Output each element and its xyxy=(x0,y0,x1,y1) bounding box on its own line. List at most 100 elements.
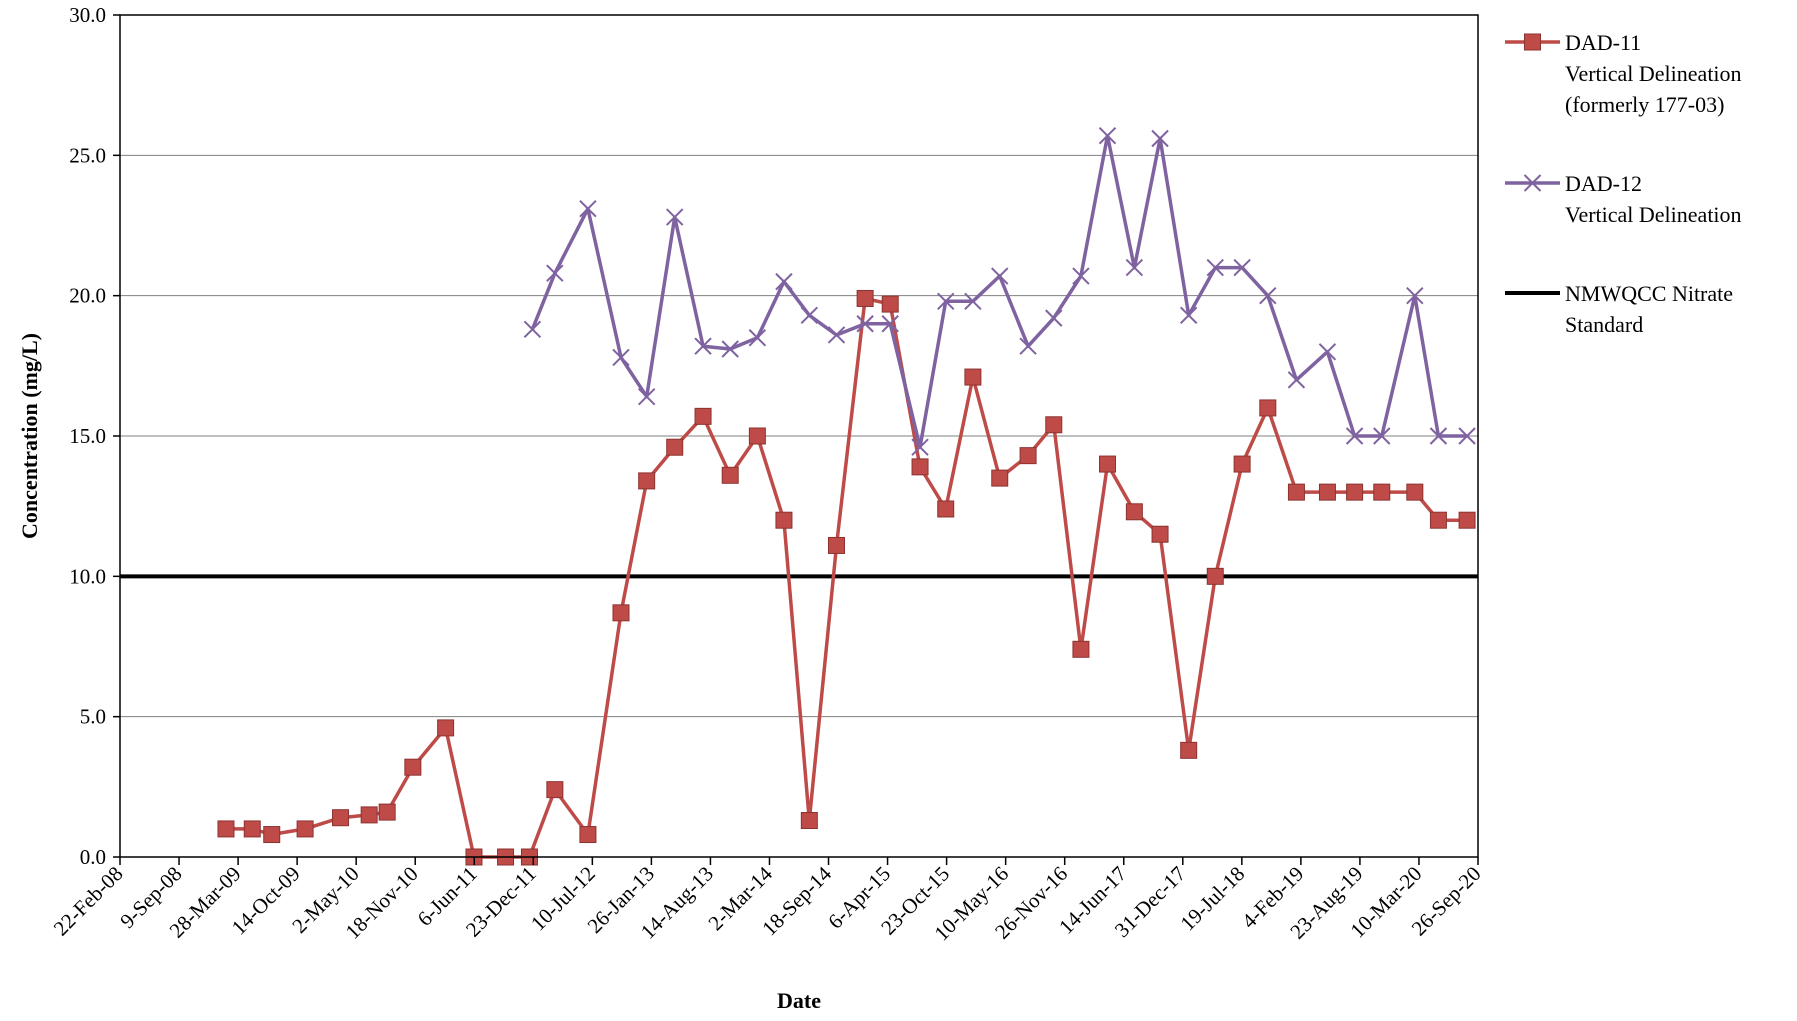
series-lines xyxy=(217,126,1476,866)
data-point xyxy=(546,264,564,282)
data-point xyxy=(1233,455,1251,473)
data-point xyxy=(1406,483,1424,501)
marker-stroke xyxy=(964,292,982,310)
y-tick-label: 15.0 xyxy=(69,424,106,448)
marker-stroke xyxy=(1406,286,1424,305)
legend-label: (formerly 177-03) xyxy=(1565,92,1724,117)
marker-stroke xyxy=(1019,337,1037,355)
data-point xyxy=(1373,483,1391,501)
legend-entry: DAD-11 Vertical Delineation (formerly 177-… xyxy=(1505,30,1742,117)
y-tick-label: 30.0 xyxy=(69,3,106,27)
data-point xyxy=(1318,343,1337,361)
data-point xyxy=(694,337,712,355)
marker-stroke xyxy=(1098,126,1117,145)
data-point xyxy=(378,803,396,821)
data-point xyxy=(523,320,542,339)
data-point xyxy=(1206,258,1224,277)
y-axis-title: Concentration (mg/L) xyxy=(17,333,42,539)
marker-stroke xyxy=(666,208,684,226)
data-point xyxy=(721,340,739,358)
data-point xyxy=(1233,258,1251,277)
data-point xyxy=(748,427,766,445)
legend-label: Standard xyxy=(1565,312,1643,337)
legend-label: Vertical Delineation xyxy=(1565,202,1742,227)
data-point xyxy=(1180,741,1198,759)
marker-stroke xyxy=(1287,371,1306,389)
data-point xyxy=(637,387,656,406)
marker-stroke xyxy=(1373,427,1391,445)
data-point xyxy=(579,199,597,218)
data-point xyxy=(1345,427,1364,445)
data-point xyxy=(1019,337,1037,355)
marker-stroke xyxy=(612,348,630,367)
data-point xyxy=(1259,399,1277,417)
data-point xyxy=(937,292,955,310)
data-point xyxy=(991,267,1009,285)
data-point xyxy=(856,289,874,307)
marker-stroke xyxy=(1318,343,1337,361)
marker-stroke xyxy=(1429,427,1448,445)
data-point xyxy=(404,758,422,776)
series-line xyxy=(530,133,1468,449)
data-point xyxy=(1179,306,1198,325)
data-point xyxy=(1373,427,1391,445)
data-point xyxy=(1206,567,1224,585)
marker-stroke xyxy=(1523,174,1542,192)
marker-stroke xyxy=(1072,267,1090,285)
marker-stroke xyxy=(1259,286,1277,305)
data-point xyxy=(1045,416,1063,434)
marker-stroke xyxy=(579,199,597,218)
data-point xyxy=(1125,258,1144,277)
marker-stroke xyxy=(637,387,656,406)
y-axis-ticks: 0.0 5.0 10.0 15.0 20.0 25.0 30.0 xyxy=(69,3,120,869)
legend-label: DAD-11 xyxy=(1565,30,1641,55)
legend-label: NMWQCC Nitrate xyxy=(1565,281,1733,306)
data-point xyxy=(775,272,793,291)
data-point xyxy=(1406,286,1424,305)
data-point xyxy=(332,809,350,827)
data-point xyxy=(1151,525,1169,543)
data-point xyxy=(1151,129,1169,148)
marker-stroke xyxy=(1206,258,1224,277)
data-point xyxy=(1259,286,1277,305)
data-point xyxy=(721,466,739,484)
data-point xyxy=(1524,33,1541,51)
marker-stroke xyxy=(911,438,929,456)
legend-label: Vertical Delineation xyxy=(1565,61,1742,86)
data-point xyxy=(911,438,929,456)
marker-stroke xyxy=(856,315,874,333)
data-point xyxy=(360,806,378,824)
data-point xyxy=(612,604,630,622)
data-point xyxy=(666,438,684,456)
data-point xyxy=(964,292,982,310)
marker-stroke xyxy=(1151,129,1169,148)
series-dad-11 xyxy=(217,289,1476,866)
data-point xyxy=(748,329,767,347)
gridlines xyxy=(120,154,1478,718)
data-point xyxy=(1125,503,1143,521)
data-point xyxy=(1098,126,1117,145)
x-tick-label: 22-Feb-08 xyxy=(49,862,128,941)
data-point xyxy=(881,315,899,333)
marker-stroke xyxy=(881,315,899,333)
data-point xyxy=(217,820,235,838)
data-point xyxy=(579,826,597,844)
marker-stroke xyxy=(694,337,712,355)
legend: DAD-11 Vertical Delineation (formerly 177-… xyxy=(1505,30,1742,337)
data-point xyxy=(638,472,656,490)
data-point xyxy=(827,536,845,554)
y-tick-label: 20.0 xyxy=(69,284,106,308)
data-point xyxy=(827,326,846,344)
data-point xyxy=(437,719,455,737)
data-point xyxy=(775,511,793,529)
x-tick-label: 19-Jul-18 xyxy=(1175,862,1249,936)
legend-label: DAD-12 xyxy=(1565,171,1642,196)
data-point xyxy=(800,306,819,325)
marker-stroke xyxy=(721,340,739,358)
data-point xyxy=(1287,371,1306,389)
data-point xyxy=(1072,640,1090,658)
x-axis-title: Date xyxy=(777,988,821,1013)
data-point xyxy=(296,820,314,838)
data-point xyxy=(881,295,899,313)
